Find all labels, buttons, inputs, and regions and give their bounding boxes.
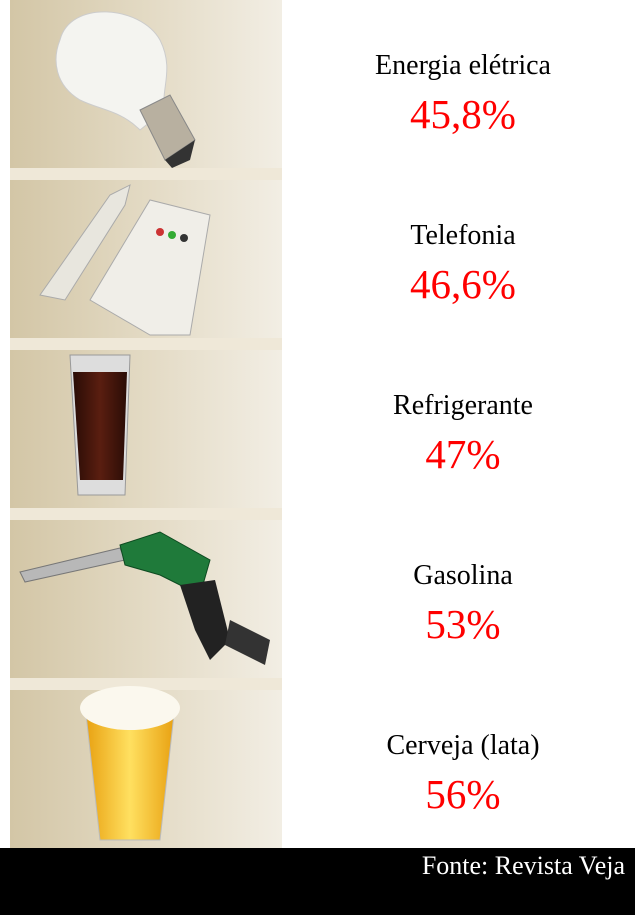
item-value: 45,8% [410, 91, 516, 137]
item-label: Energia elétrica [375, 50, 552, 81]
item-label: Refrigerante [393, 390, 533, 421]
item-value: 46,6% [410, 261, 516, 307]
source: Fonte: Revista Veja [422, 851, 626, 880]
item-label: Gasolina [413, 560, 513, 591]
item-value: 53% [425, 601, 500, 647]
item-label: Cerveja (lata) [386, 730, 539, 761]
page: Energia elétrica 45,8% Telefonia 46,6% Refri… [0, 0, 635, 915]
item-value: 47% [425, 431, 500, 477]
item-label: Telefonia [410, 220, 516, 251]
infographic: Energia elétrica 45,8% Telefonia 46,6% Refri… [0, 0, 635, 915]
glass-icon [70, 355, 130, 495]
item-value: 56% [425, 771, 500, 817]
rows: Energia elétrica 45,8% Telefonia 46,6% Refri… [375, 50, 552, 817]
